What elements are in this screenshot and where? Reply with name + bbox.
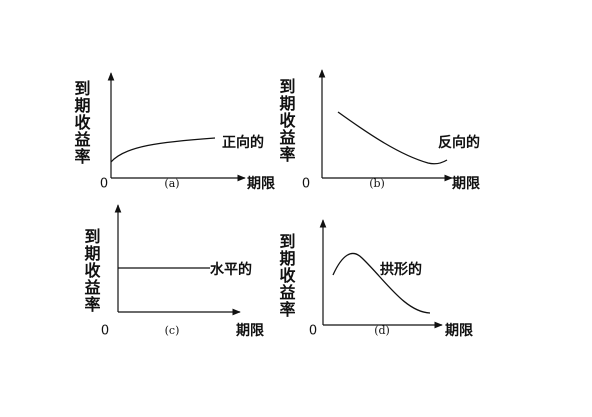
- origin-label: 0: [302, 177, 310, 192]
- origin-label: 0: [100, 177, 108, 192]
- curve-label: 拱形的: [380, 261, 422, 278]
- x-axis-label: 期限: [445, 323, 473, 339]
- yield-curve: [332, 252, 431, 314]
- panel-caption: (d): [374, 324, 390, 337]
- y-axis-label: 到期收益率: [277, 78, 296, 163]
- panel-caption: (a): [164, 177, 179, 190]
- y-axis-label: 到期收益率: [72, 80, 91, 165]
- panel-caption: (b): [369, 177, 385, 190]
- panel-caption: (c): [165, 324, 180, 337]
- origin-label: 0: [101, 324, 109, 339]
- yield-curve: [110, 137, 216, 163]
- origin-label: 0: [309, 324, 317, 339]
- panel: 到期收益率 0 (d) 期限 拱形的: [277, 219, 473, 339]
- y-axis-label: 到期收益率: [82, 228, 101, 313]
- curve-label: 反向的: [438, 134, 480, 151]
- x-axis-label: 期限: [452, 176, 480, 192]
- y-axis-label: 到期收益率: [277, 233, 296, 318]
- yield-curve: [337, 111, 448, 165]
- panel: 到期收益率 0 (b) 期限 反向的: [277, 69, 480, 192]
- curve-label: 正向的: [222, 134, 264, 151]
- x-axis-label: 期限: [236, 323, 264, 339]
- panel: 到期收益率 0 (a) 期限 正向的: [72, 72, 275, 192]
- x-axis-label: 期限: [247, 176, 275, 192]
- curve-label: 水平的: [210, 261, 252, 278]
